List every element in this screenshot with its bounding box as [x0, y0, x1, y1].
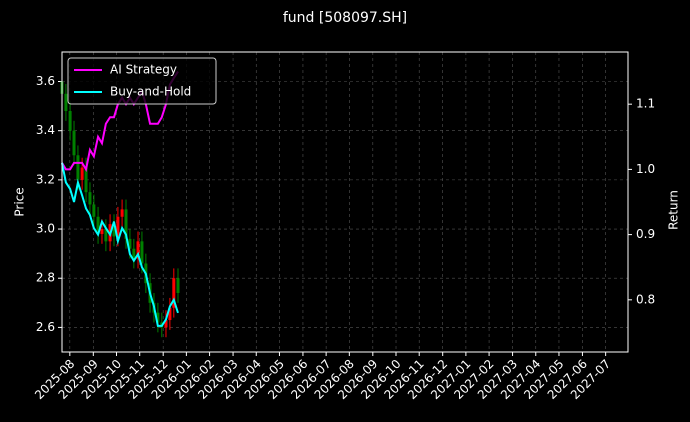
candle-body [96, 216, 100, 234]
y-tick-label: 3.0 [36, 222, 55, 236]
candle-body [136, 241, 140, 259]
legend-label: AI Strategy [110, 63, 177, 77]
candle-body [168, 307, 172, 321]
candle-body [132, 248, 136, 259]
candle-body [64, 93, 68, 112]
plot-frame [61, 51, 629, 353]
y-axis-label: Price [13, 187, 27, 216]
y-tick-label: 3.2 [36, 172, 55, 186]
legend-label: Buy-and-Hold [110, 85, 191, 99]
candle-body [88, 192, 92, 205]
candle-body [100, 229, 104, 234]
candle-body [92, 204, 96, 217]
candle-body [128, 238, 132, 249]
candle-body [72, 130, 76, 156]
y2-tick-label: 0.8 [636, 292, 655, 306]
y2-tick-label: 1.1 [636, 97, 655, 111]
candle-body [164, 320, 168, 328]
chart-title: fund [508097.SH] [283, 10, 407, 26]
candle-body [112, 224, 116, 237]
y2-axis-label: Return [667, 190, 681, 230]
candle-body [172, 278, 176, 308]
candle-body [80, 167, 84, 180]
candle-body [176, 278, 180, 293]
candle-body [104, 229, 108, 242]
series-line [61, 162, 179, 327]
y2-tick-label: 0.9 [636, 227, 655, 241]
candle-body [140, 241, 144, 264]
candle-body [124, 209, 128, 239]
y-tick-label: 2.6 [36, 320, 55, 334]
candle-body [84, 167, 88, 193]
candle-body [76, 155, 80, 180]
candle-body [156, 312, 160, 323]
y2-tick-label: 1.0 [636, 162, 655, 176]
candle-body [68, 111, 72, 131]
legend-box [67, 57, 217, 105]
candle-body [116, 216, 120, 237]
y-tick-label: 3.6 [36, 74, 55, 88]
y-tick-label: 3.4 [36, 123, 55, 137]
candle-body [120, 209, 124, 217]
y-tick-label: 2.8 [36, 271, 55, 285]
